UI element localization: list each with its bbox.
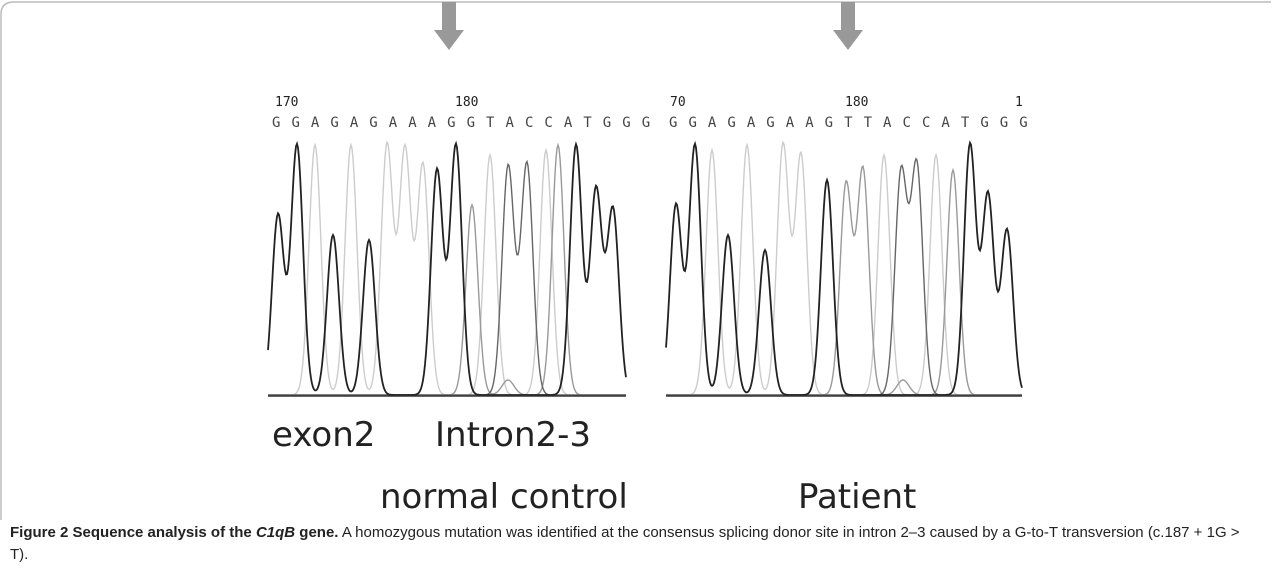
panel-title: normal control xyxy=(380,477,628,517)
base-sequence: G G A G A G A A A G G T A C C A T G G G xyxy=(272,115,651,131)
arrow xyxy=(434,2,464,50)
region-label: exon2 xyxy=(272,415,375,455)
position-label: 70 xyxy=(670,95,686,110)
position-label: 1 xyxy=(1015,95,1023,110)
caption-label: Figure 2 xyxy=(10,524,68,541)
caption-title: gene. xyxy=(299,524,338,541)
position-label: 180 xyxy=(845,95,868,110)
figure-graphic: 170 180 G G A G A G A A A G G T A C C A … xyxy=(0,0,1273,520)
frame xyxy=(1,2,1271,520)
gene-name: C1qB xyxy=(256,524,295,541)
trace xyxy=(666,142,1022,395)
caption: Figure 2 Sequence analysis of the C1qB g… xyxy=(10,522,1250,566)
arrow xyxy=(833,2,863,50)
position-label: 170 xyxy=(275,95,298,110)
panel-title: Patient xyxy=(798,477,916,517)
caption-title: Sequence analysis of the xyxy=(73,524,252,541)
chromatograms xyxy=(268,142,1022,395)
figure: 170 180 G G A G A G A A A G G T A C C A … xyxy=(0,0,1273,570)
region-label: Intron2-3 xyxy=(435,415,591,455)
position-label: 180 xyxy=(455,95,478,110)
base-sequence: G G A G A G A A G T T A C C A T G G G xyxy=(669,115,1029,131)
